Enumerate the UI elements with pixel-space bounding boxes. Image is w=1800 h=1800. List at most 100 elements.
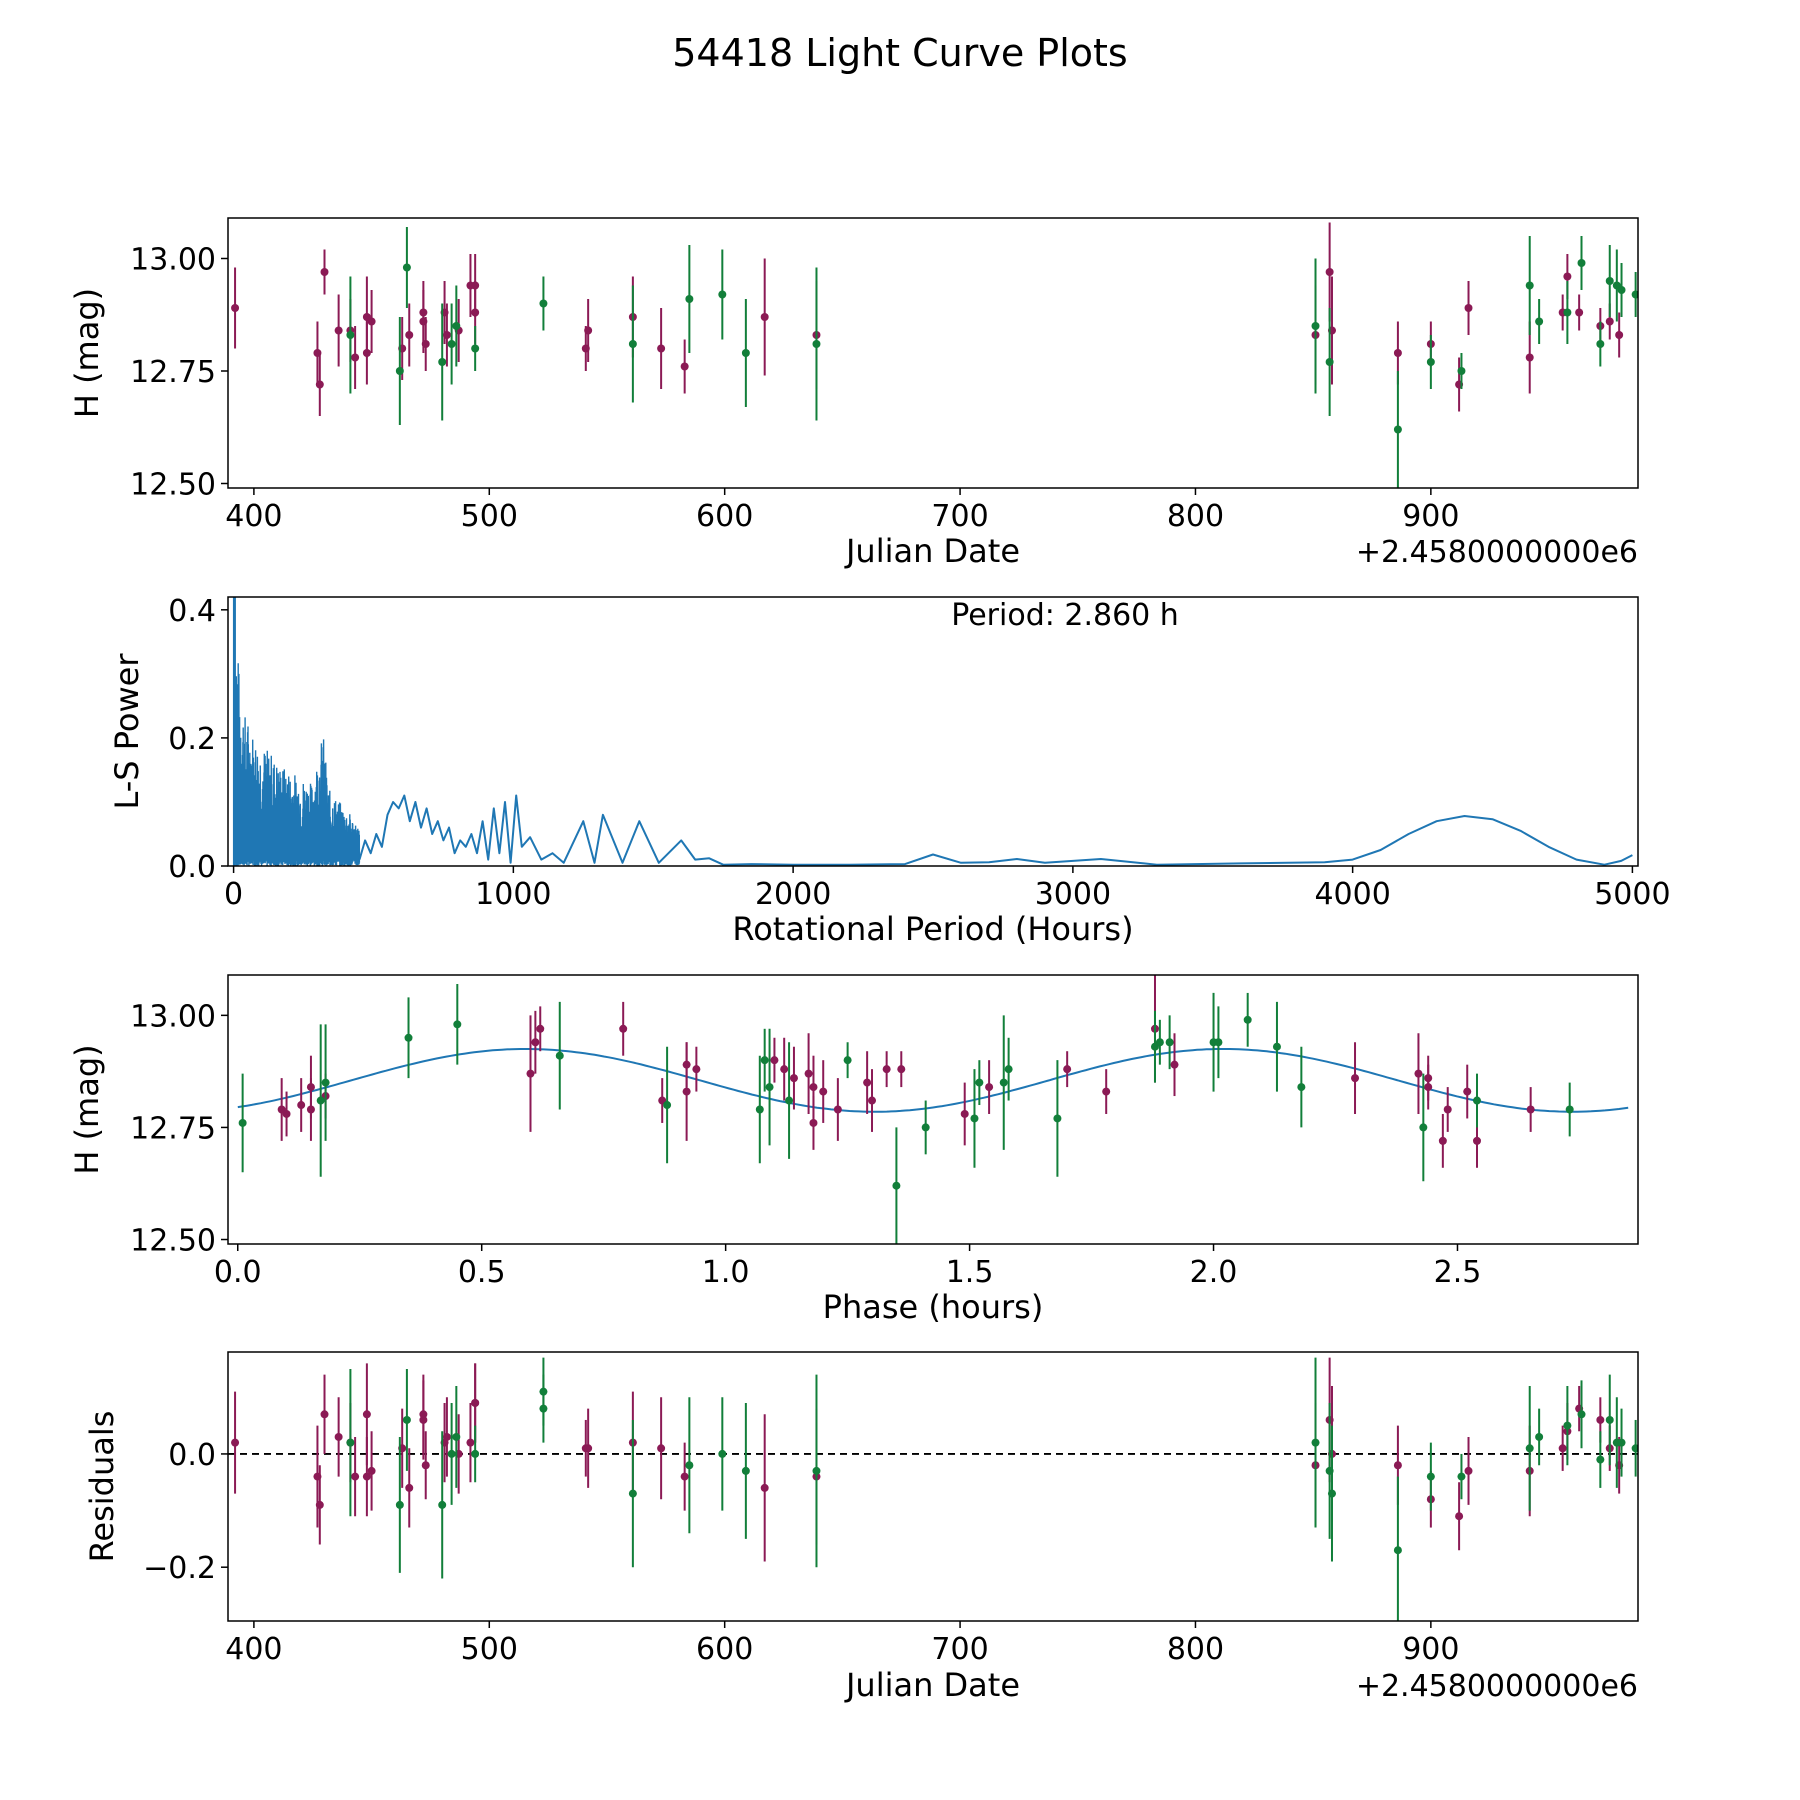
periodogram-xtick-label: 0: [224, 877, 243, 912]
light-curve-point: [539, 299, 548, 308]
light-curve-xtick-label: 800: [1167, 499, 1224, 534]
residuals-point: [741, 1466, 750, 1475]
phase-fold-point: [297, 1101, 306, 1110]
residuals-point: [315, 1500, 324, 1509]
residuals-point: [395, 1500, 404, 1509]
light-curve-point: [1457, 367, 1466, 375]
residuals-frame: [227, 1351, 1639, 1622]
light-curve-xlabel: Julian Date: [844, 532, 1020, 570]
light-curve-point: [1393, 349, 1402, 357]
light-curve-plot-area: [231, 222, 1638, 488]
phase-fold-point: [1351, 1074, 1360, 1083]
light-curve-point: [1535, 317, 1544, 326]
phase-fold-xtick-label: 2.0: [1190, 1255, 1238, 1290]
residuals-point: [1596, 1415, 1605, 1424]
phase-fold-point: [809, 1083, 818, 1092]
light-curve-point: [346, 331, 355, 339]
residuals-offset-label: +2.4580000000e6: [1356, 1669, 1638, 1704]
phase-fold-frame: [227, 974, 1639, 1245]
light-curve-point: [1311, 322, 1320, 330]
residuals-xtick-label: 400: [225, 1632, 282, 1667]
phase-fold-ytick-label: 13.00: [130, 999, 216, 1034]
residuals-point: [1464, 1466, 1473, 1475]
phase-fold-point: [960, 1109, 969, 1118]
light-curve-point: [1615, 331, 1624, 339]
phase-fold-point: [868, 1096, 877, 1105]
light-curve-point: [1393, 425, 1402, 434]
light-curve-point: [1464, 304, 1473, 312]
phase-fold-point: [1165, 1038, 1174, 1047]
residuals-point: [1631, 1444, 1638, 1453]
phase-fold-plot-area: [237, 975, 1629, 1244]
residuals-point: [402, 1415, 411, 1424]
panel-phase-fold: 0.0 0.5 1.0 1.5 2.0 2.5 12.50 12.75 13.00 Phase (…: [68, 974, 1639, 1326]
residuals-point: [1457, 1472, 1466, 1481]
light-curve-ytick-label: 12.75: [130, 355, 216, 390]
light-curve-point: [442, 331, 451, 339]
phase-fold-point: [1155, 1038, 1164, 1047]
periodogram-xtick-label: 5000: [1594, 877, 1670, 912]
light-curve-point: [1525, 281, 1534, 290]
phase-fold-point: [975, 1078, 984, 1087]
phase-fold-point: [453, 1020, 462, 1029]
residuals-point: [685, 1461, 694, 1470]
light-curve-point: [452, 322, 461, 330]
residuals-xlabel: Julian Date: [844, 1666, 1020, 1704]
light-curve-frame: [227, 217, 1639, 489]
residuals-point: [334, 1432, 343, 1441]
light-curve-point: [1563, 272, 1572, 281]
residuals-point: [657, 1444, 666, 1453]
residuals-point: [231, 1438, 240, 1447]
residuals-point: [466, 1438, 475, 1447]
light-curve-xtick-label: 600: [696, 499, 753, 534]
light-curve-point: [1575, 308, 1584, 317]
residuals-point: [1525, 1444, 1534, 1453]
periodogram-ytick-label: 0.4: [168, 594, 216, 629]
phase-fold-point: [692, 1065, 701, 1074]
residuals-point: [539, 1404, 548, 1413]
residuals-point: [367, 1466, 376, 1475]
residuals-ytick-label: −0.2: [143, 1551, 216, 1586]
residuals-point: [584, 1444, 593, 1453]
residuals-xtick-label: 800: [1167, 1632, 1224, 1667]
phase-fold-point: [1463, 1087, 1472, 1096]
phase-fold-point: [970, 1114, 979, 1123]
residuals-point: [405, 1483, 414, 1492]
residuals-series-green: [346, 1357, 1638, 1621]
light-curve-ytick-label: 13.00: [130, 243, 216, 278]
residuals-point: [628, 1489, 637, 1498]
residuals-point: [760, 1483, 769, 1492]
light-curve-series-magenta: [231, 222, 1624, 416]
light-curve-series-green: [346, 227, 1638, 488]
phase-fold-point: [536, 1024, 545, 1033]
residuals-point: [1311, 1438, 1320, 1447]
residuals-point: [438, 1500, 447, 1509]
residuals-point: [1577, 1410, 1586, 1419]
phase-fold-point: [1472, 1136, 1481, 1145]
light-curve-point: [657, 344, 666, 353]
periodogram-xlabel: Rotational Period (Hours): [732, 910, 1133, 948]
light-curve-ylabel: H (mag): [68, 288, 106, 418]
residuals-xtick-label: 600: [696, 1632, 753, 1667]
phase-fold-point: [1438, 1136, 1447, 1145]
phase-fold-point: [789, 1074, 798, 1083]
light-curve-point: [1631, 290, 1638, 299]
periodogram-xtick-label: 1000: [475, 877, 551, 912]
residuals-ytick-label: 0.0: [168, 1438, 216, 1473]
light-curve-point: [628, 340, 637, 348]
phase-fold-point: [1053, 1114, 1062, 1123]
phase-fold-point: [1565, 1105, 1574, 1114]
phase-fold-point: [770, 1056, 779, 1065]
residuals-point: [362, 1410, 371, 1419]
light-curve-point: [471, 308, 480, 317]
light-curve-xtick-label: 900: [1402, 499, 1459, 534]
phase-fold-ytick-label: 12.50: [130, 1224, 216, 1259]
phase-fold-xtick-label: 1.5: [946, 1255, 994, 1290]
residuals-plot-area: [228, 1357, 1638, 1621]
light-curve-point: [1325, 358, 1334, 366]
phase-fold-point: [1170, 1060, 1179, 1069]
residuals-point: [351, 1472, 360, 1481]
phase-fold-point: [306, 1083, 315, 1092]
light-curve-point: [471, 344, 480, 353]
